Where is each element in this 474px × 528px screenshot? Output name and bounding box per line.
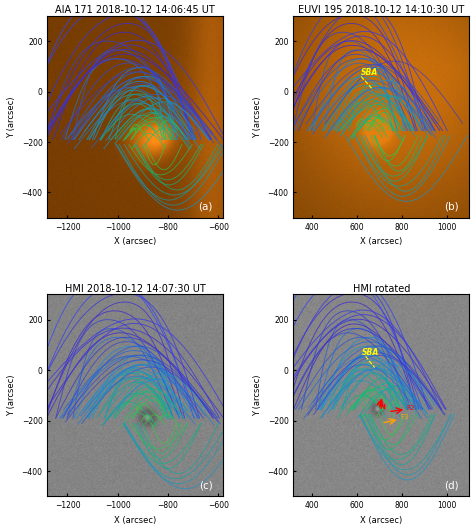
Title: HMI 2018-10-12 14:07:30 UT: HMI 2018-10-12 14:07:30 UT xyxy=(65,284,206,294)
Text: (b): (b) xyxy=(444,202,459,212)
Text: N: N xyxy=(380,404,386,410)
Text: SBA: SBA xyxy=(360,68,378,77)
Y-axis label: Y (arcsec): Y (arcsec) xyxy=(253,96,262,137)
Text: (c): (c) xyxy=(199,480,213,491)
Title: HMI rotated: HMI rotated xyxy=(353,284,410,294)
X-axis label: X (arcsec): X (arcsec) xyxy=(114,516,156,525)
Text: F2: F2 xyxy=(407,405,415,411)
Text: F3: F3 xyxy=(400,414,409,420)
X-axis label: X (arcsec): X (arcsec) xyxy=(360,237,402,246)
Y-axis label: Y (arcsec): Y (arcsec) xyxy=(253,375,262,416)
X-axis label: X (arcsec): X (arcsec) xyxy=(114,237,156,246)
Text: SBA: SBA xyxy=(362,348,380,357)
Text: (d): (d) xyxy=(444,480,459,491)
Title: AIA 171 2018-10-12 14:06:45 UT: AIA 171 2018-10-12 14:06:45 UT xyxy=(55,5,215,15)
Y-axis label: Y (arcsec): Y (arcsec) xyxy=(7,96,16,137)
X-axis label: X (arcsec): X (arcsec) xyxy=(360,516,402,525)
Title: EUVI 195 2018-10-12 14:10:30 UT: EUVI 195 2018-10-12 14:10:30 UT xyxy=(298,5,465,15)
Y-axis label: Y (arcsec): Y (arcsec) xyxy=(7,375,16,416)
Text: (a): (a) xyxy=(198,202,213,212)
